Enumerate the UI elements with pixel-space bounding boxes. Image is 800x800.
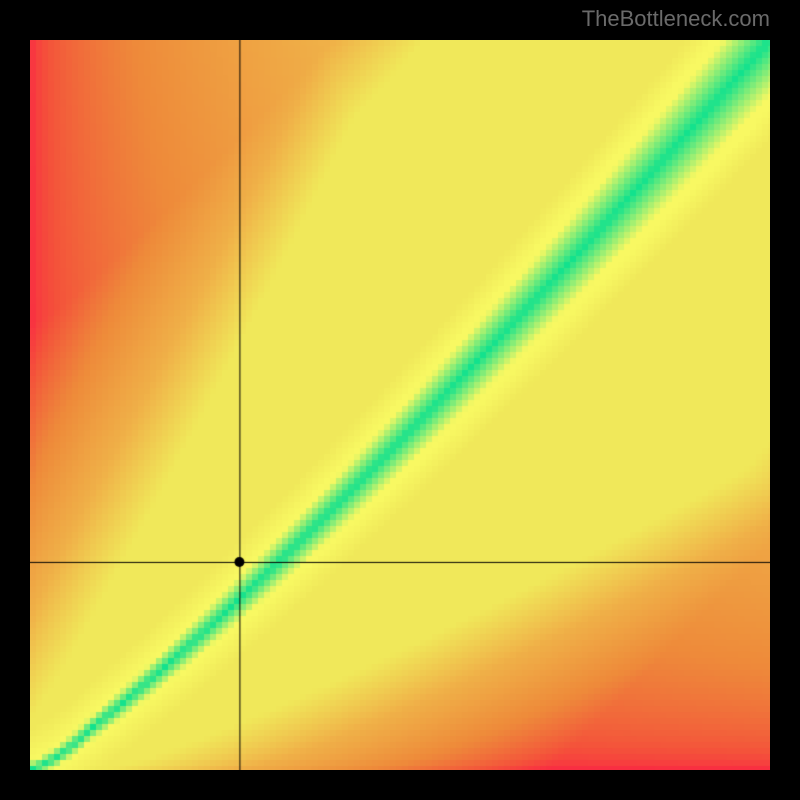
heatmap-plot: [30, 40, 770, 770]
watermark-text: TheBottleneck.com: [582, 6, 770, 32]
heatmap-canvas: [30, 40, 770, 770]
chart-container: TheBottleneck.com: [0, 0, 800, 800]
